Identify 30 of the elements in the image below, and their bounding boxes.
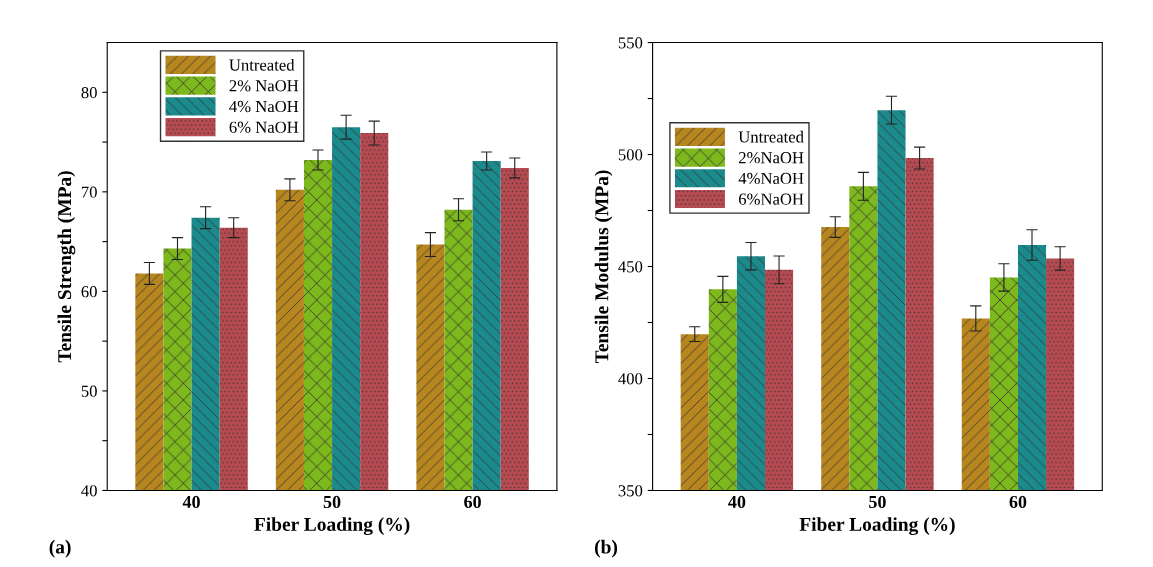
legend-label: 6% NaOH [229,121,299,133]
y-tick-label: 450 [618,261,643,273]
y-tick-label: 500 [618,149,643,161]
legend-label: 4%NaOH [738,172,804,185]
x-tick-label: 40 [728,495,746,509]
legend-label: 4% NaOH [229,100,299,113]
text: (b) [594,539,618,558]
x-tick-label: 60 [464,495,481,509]
legend-label: 2% NaOH [229,80,299,92]
legend-label: 2%NaOH [738,152,804,164]
y-tick-label: 400 [618,373,643,385]
x-tick-label: 40 [182,495,200,509]
x-tick-label: 60 [1009,495,1027,509]
x-tick-label: 50 [869,495,886,509]
legend-label: Untreated [738,130,804,143]
legend-label: 6%NaOH [738,193,804,205]
y-tick-label: 60 [81,286,97,298]
y-tick-label: 350 [618,485,643,497]
y-tick-label: 550 [618,37,643,49]
x-axis-title: Fiber Loading (%) [254,517,410,536]
y-tick-label: 80 [81,86,97,99]
legend-label: Untreated [229,58,295,71]
x-axis-title: Fiber Loading (%) [799,517,955,536]
y-tick-label: 70 [81,186,97,198]
y-axis-title: Tensile Modulus (MPa) [594,170,613,364]
x-tick-label: 50 [323,495,341,509]
y-tick-label: 50 [81,385,97,397]
text: (a) [49,539,71,558]
y-axis-title: Tensile Strength (MPa) [57,171,76,363]
y-tick-label: 40 [81,485,97,497]
